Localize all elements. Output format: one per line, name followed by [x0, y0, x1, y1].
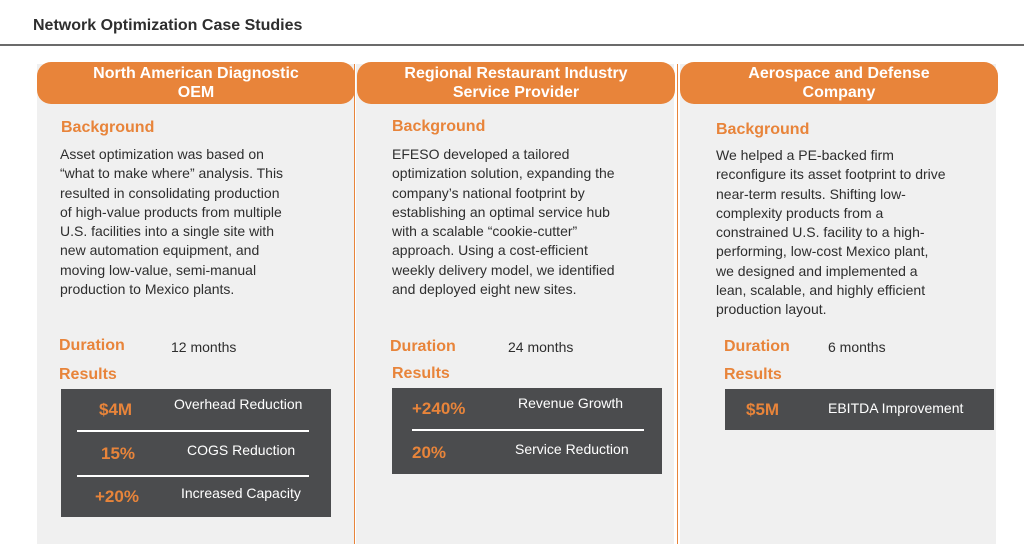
result-row: 20% Service Reduction — [392, 432, 662, 472]
result-separator — [77, 475, 309, 477]
text-line: new automation equipment, and — [60, 242, 260, 259]
result-row: 15% COGS Reduction — [61, 434, 331, 474]
case-title-line: Company — [802, 84, 876, 101]
text-line: performing, low-cost Mexico plant, — [716, 243, 929, 260]
text-line: U.S. facilities into a single site with — [60, 223, 274, 240]
background-heading: Background — [716, 121, 810, 138]
background-text: We helped a PE-backed firm reconfigure i… — [716, 146, 946, 320]
text-line: we designed and implemented a — [716, 262, 918, 279]
duration-value: 24 months — [508, 339, 574, 355]
text-line: moving low-value, semi-manual — [60, 261, 257, 278]
result-value: $4M — [99, 400, 133, 419]
title-rule — [0, 44, 1024, 46]
result-desc: EBITDA Improvement — [828, 400, 964, 416]
text-line: EFESO developed a tailored — [392, 146, 570, 162]
case-title-line: North American Diagnostic — [93, 65, 299, 82]
text-line: and deployed eight new sites. — [392, 281, 577, 298]
panel-divider — [354, 64, 355, 544]
case-title-tab-1: North American Diagnostic OEM — [37, 62, 355, 104]
text-line: of high-value products from multiple — [60, 203, 282, 220]
result-value: 15% — [101, 444, 136, 463]
result-row: +240% Revenue Growth — [392, 388, 662, 428]
background-text: EFESO developed a tailored optimization … — [392, 145, 615, 299]
result-desc: Revenue Growth — [518, 395, 624, 411]
result-row: $4M Overhead Reduction — [61, 389, 331, 429]
duration-heading: Duration — [724, 338, 790, 355]
text-line: with a scalable “cookie-cutter” — [392, 223, 578, 240]
results-box: +240% Revenue Growth 20% Service Reducti… — [392, 388, 662, 474]
panel-divider — [677, 64, 678, 544]
result-value: 20% — [412, 443, 447, 462]
results-box: $4M Overhead Reduction 15% COGS Reductio… — [61, 389, 331, 517]
result-desc: Increased Capacity — [181, 485, 301, 501]
text-line: constrained U.S. facility to a high- — [716, 224, 925, 241]
duration-value: 6 months — [828, 339, 886, 355]
text-line: optimization solution, expanding the — [392, 165, 615, 182]
text-line: lean, scalable, and highly efficient — [716, 282, 926, 299]
result-value: +20% — [95, 487, 139, 506]
result-row: $5M EBITDA Improvement — [725, 389, 994, 429]
results-heading: Results — [392, 365, 450, 382]
background-heading: Background — [61, 119, 155, 136]
text-line: reconfigure its asset footprint to drive — [716, 166, 946, 183]
text-line: near-term results. Shifting low- — [716, 185, 906, 202]
result-separator — [77, 430, 309, 432]
duration-heading: Duration — [390, 338, 456, 355]
result-desc: Service Reduction — [515, 441, 629, 457]
text-line: establishing an optimal service hub — [392, 203, 610, 220]
text-line: Asset optimization was based on — [60, 146, 264, 162]
duration-heading: Duration — [59, 337, 125, 354]
results-heading: Results — [724, 366, 782, 383]
case-title-tab-3: Aerospace and Defense Company — [680, 62, 998, 104]
result-separator — [412, 429, 644, 431]
duration-value: 12 months — [171, 339, 237, 355]
text-line: resulted in consolidating production — [60, 184, 280, 201]
text-line: production to Mexico plants. — [60, 281, 235, 298]
text-line: We helped a PE-backed firm — [716, 147, 894, 163]
result-row: +20% Increased Capacity — [61, 477, 331, 517]
case-title-tab-2: Regional Restaurant Industry Service Pro… — [357, 62, 675, 104]
text-line: complexity products from a — [716, 204, 884, 221]
result-value: $5M — [746, 400, 780, 419]
background-heading: Background — [392, 118, 486, 135]
background-text: Asset optimization was based on “what to… — [60, 145, 283, 299]
results-heading: Results — [59, 366, 117, 383]
text-line: approach. Using a cost-efficient — [392, 242, 588, 259]
results-box: $5M EBITDA Improvement — [725, 389, 994, 430]
result-desc: Overhead Reduction — [174, 396, 303, 412]
text-line: “what to make where” analysis. This — [60, 165, 284, 182]
case-title-line: Aerospace and Defense — [748, 65, 930, 82]
text-line: production layout. — [716, 301, 827, 318]
case-title-line: Service Provider — [452, 84, 580, 101]
text-line: weekly delivery model, we identified — [392, 261, 615, 278]
case-title-line: Regional Restaurant Industry — [404, 65, 628, 82]
page-title: Network Optimization Case Studies — [33, 17, 303, 34]
text-line: company’s national footprint by — [392, 184, 585, 201]
case-title-line: OEM — [177, 84, 215, 101]
result-value: +240% — [412, 399, 466, 418]
case-panel-3 — [680, 64, 996, 544]
result-desc: COGS Reduction — [187, 442, 296, 458]
